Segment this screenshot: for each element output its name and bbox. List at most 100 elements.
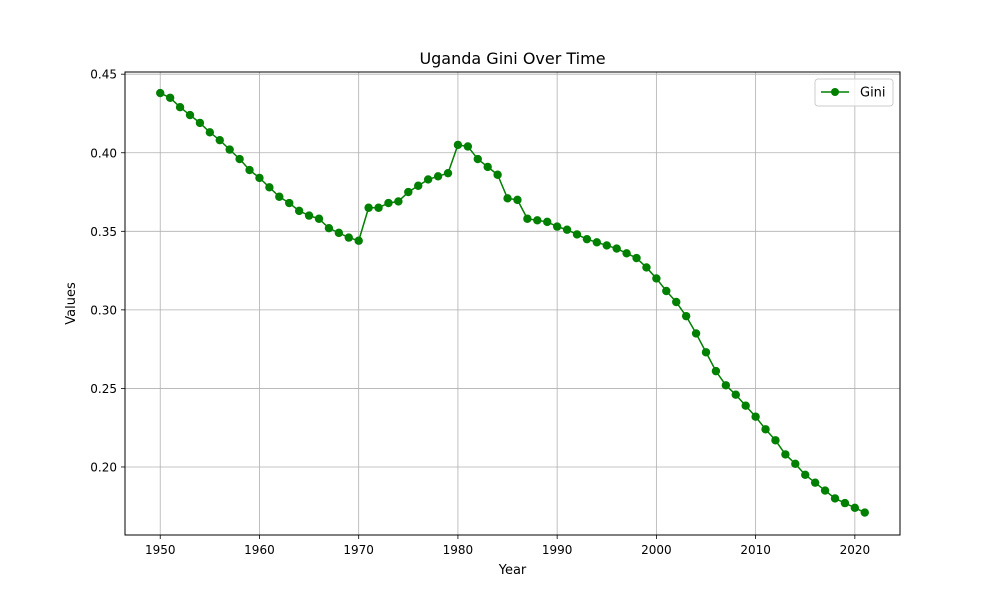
x-tick-label: 1990 (542, 543, 573, 557)
data-point (463, 142, 473, 151)
y-tick-label: 0.40 (90, 146, 117, 160)
data-point (225, 145, 234, 154)
x-tick-label: 1950 (145, 543, 176, 557)
data-point (156, 88, 165, 98)
data-point (791, 459, 800, 469)
legend-marker-swatch (831, 88, 839, 96)
data-point (265, 183, 274, 192)
data-point (473, 154, 482, 164)
data-point (175, 102, 185, 112)
data-point (801, 470, 810, 480)
y-tick-label: 0.45 (90, 68, 117, 82)
data-point (503, 194, 512, 203)
chart-title: Uganda Gini Over Time (419, 49, 605, 68)
data-point (493, 170, 502, 179)
data-point (562, 225, 572, 234)
data-point (275, 192, 284, 201)
data-point (423, 175, 433, 184)
data-point (850, 503, 860, 513)
x-axis-ticks: 1950 1960 1970 1980 1990 2000 2010 2020 (145, 535, 870, 557)
data-point (205, 128, 215, 137)
legend-label-gini: Gini (860, 86, 886, 101)
data-point (652, 274, 661, 283)
data-point (761, 425, 770, 434)
x-tick-label: 1980 (443, 543, 474, 557)
data-point (304, 211, 314, 220)
data-point (642, 263, 651, 272)
data-point (751, 412, 760, 421)
data-point (771, 436, 780, 445)
data-point (344, 233, 353, 242)
data-point (165, 93, 175, 102)
data-point (552, 222, 562, 231)
data-point (672, 297, 681, 307)
data-point (404, 187, 413, 197)
series-layer (156, 88, 869, 517)
data-point (255, 173, 264, 183)
y-tick-label: 0.20 (90, 460, 117, 474)
data-point (781, 450, 790, 459)
data-point (662, 286, 671, 296)
data-point (731, 390, 740, 399)
data-point (681, 311, 691, 321)
data-point (195, 118, 205, 128)
data-point (523, 214, 532, 223)
data-point (701, 348, 711, 357)
data-point (810, 478, 820, 487)
y-tick-label: 0.25 (90, 382, 117, 396)
data-point (245, 165, 254, 175)
x-tick-label: 2000 (641, 543, 672, 557)
data-point (592, 238, 602, 247)
data-point (860, 508, 869, 517)
data-point (513, 195, 522, 205)
data-point (622, 249, 631, 258)
data-point (364, 203, 373, 212)
legend: Gini (814, 78, 894, 107)
data-point (612, 244, 621, 253)
data-point (820, 486, 830, 495)
legend-box (814, 78, 894, 107)
data-point (741, 401, 750, 410)
x-gridlines (159, 72, 856, 535)
data-point (215, 135, 224, 145)
data-point (840, 498, 850, 508)
data-point (314, 214, 324, 223)
plot-frame (124, 71, 901, 536)
data-point (533, 216, 542, 225)
data-point (354, 236, 363, 245)
x-tick-label: 1960 (244, 543, 275, 557)
data-point (602, 241, 611, 250)
data-point (433, 172, 443, 181)
data-point (691, 329, 701, 338)
data-point (543, 217, 552, 227)
data-point (384, 198, 393, 208)
data-point (334, 228, 344, 238)
x-tick-label: 2010 (740, 543, 771, 557)
data-point (443, 168, 453, 178)
data-point (582, 234, 592, 244)
x-tick-label: 2020 (840, 543, 871, 557)
data-point (294, 206, 304, 216)
series-line-gini (159, 92, 866, 514)
data-point (235, 154, 244, 164)
y-gridlines (125, 73, 900, 468)
x-axis-label: Year (498, 563, 527, 578)
data-point (374, 203, 383, 212)
data-point (394, 197, 403, 206)
data-point (285, 198, 294, 208)
data-point (185, 110, 195, 120)
data-point (721, 381, 731, 390)
data-point (324, 223, 334, 233)
data-point (414, 181, 423, 190)
x-tick-label: 1970 (343, 543, 374, 557)
y-axis-label: Values (64, 282, 79, 325)
data-point (453, 140, 463, 150)
data-point (632, 253, 641, 263)
y-tick-label: 0.30 (90, 303, 117, 317)
data-point (830, 494, 840, 503)
y-axis-ticks: 0.20 0.25 0.30 0.35 0.40 0.45 (90, 68, 125, 474)
data-point (572, 230, 582, 239)
data-point (711, 366, 721, 376)
y-tick-label: 0.35 (90, 225, 117, 239)
